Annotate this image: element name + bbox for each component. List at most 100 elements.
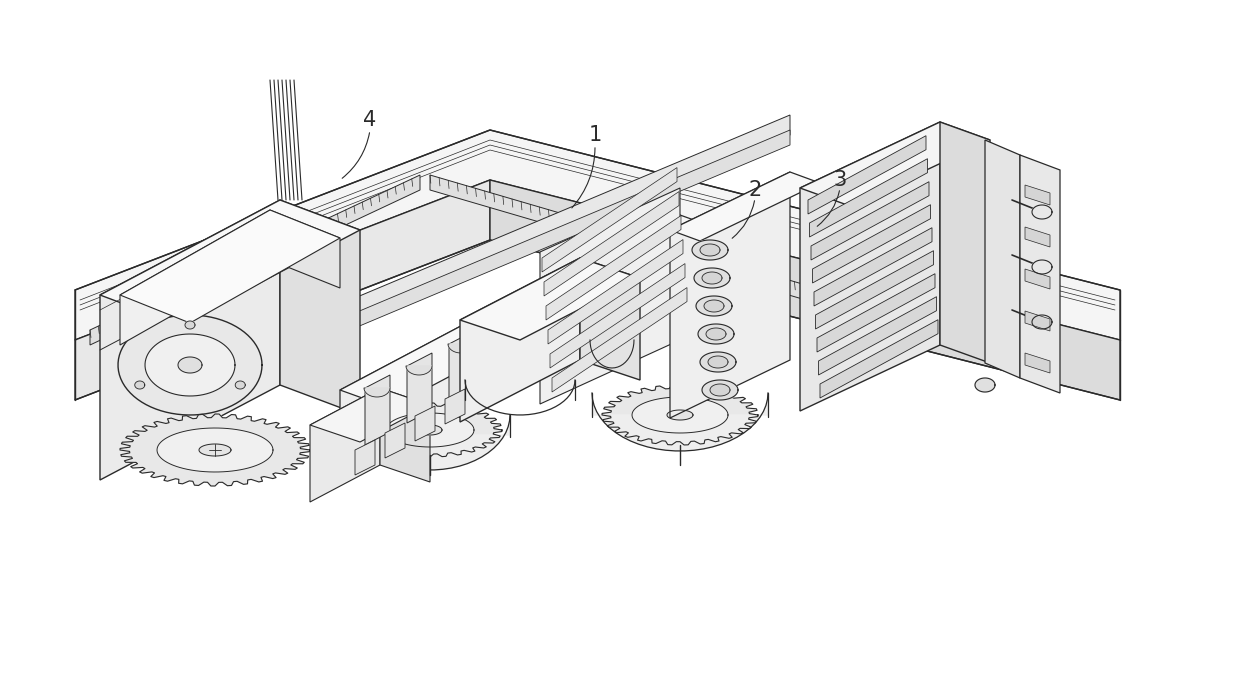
Polygon shape <box>418 425 441 435</box>
Polygon shape <box>1025 269 1050 289</box>
Polygon shape <box>670 172 820 241</box>
Polygon shape <box>510 215 730 318</box>
Polygon shape <box>100 200 360 325</box>
Polygon shape <box>340 300 560 408</box>
Polygon shape <box>340 300 510 475</box>
Polygon shape <box>544 191 680 296</box>
Polygon shape <box>580 258 640 380</box>
Text: 1: 1 <box>588 125 601 145</box>
Polygon shape <box>1032 205 1052 219</box>
Polygon shape <box>358 403 502 457</box>
Polygon shape <box>379 388 430 482</box>
Polygon shape <box>1025 227 1050 247</box>
Polygon shape <box>198 444 231 456</box>
Polygon shape <box>236 381 246 389</box>
Polygon shape <box>157 428 273 472</box>
Polygon shape <box>811 182 929 260</box>
Polygon shape <box>449 331 474 401</box>
Polygon shape <box>696 296 732 316</box>
Polygon shape <box>800 122 940 411</box>
Polygon shape <box>694 268 730 288</box>
Polygon shape <box>100 200 280 480</box>
Polygon shape <box>445 389 465 424</box>
Polygon shape <box>74 130 1120 340</box>
Polygon shape <box>704 300 724 312</box>
Polygon shape <box>1025 185 1050 205</box>
Polygon shape <box>551 264 684 368</box>
Polygon shape <box>817 274 935 352</box>
Text: 3: 3 <box>833 170 847 190</box>
Polygon shape <box>145 334 236 396</box>
Polygon shape <box>407 353 432 423</box>
Polygon shape <box>415 406 435 441</box>
Polygon shape <box>702 272 722 284</box>
Polygon shape <box>1025 353 1050 373</box>
Polygon shape <box>430 175 839 310</box>
Polygon shape <box>1025 311 1050 331</box>
Polygon shape <box>365 388 391 397</box>
Polygon shape <box>816 251 934 329</box>
Polygon shape <box>355 440 374 475</box>
Polygon shape <box>118 315 262 415</box>
Polygon shape <box>491 309 516 379</box>
Polygon shape <box>940 122 990 363</box>
Polygon shape <box>1032 315 1052 329</box>
Polygon shape <box>632 397 728 433</box>
Polygon shape <box>280 200 360 415</box>
Polygon shape <box>350 415 510 470</box>
Polygon shape <box>702 380 738 400</box>
Polygon shape <box>985 140 1021 378</box>
Polygon shape <box>74 180 490 400</box>
Polygon shape <box>350 130 790 330</box>
Polygon shape <box>591 393 768 451</box>
Polygon shape <box>818 297 936 375</box>
Polygon shape <box>670 172 790 418</box>
Polygon shape <box>310 388 379 502</box>
Polygon shape <box>810 159 928 237</box>
Polygon shape <box>539 188 680 404</box>
Polygon shape <box>1032 260 1052 274</box>
Polygon shape <box>135 381 145 389</box>
Polygon shape <box>120 414 310 486</box>
Polygon shape <box>460 258 580 422</box>
Polygon shape <box>975 378 994 392</box>
Polygon shape <box>405 366 432 375</box>
Polygon shape <box>548 240 683 344</box>
Polygon shape <box>546 216 681 320</box>
Polygon shape <box>552 287 687 392</box>
Polygon shape <box>386 413 474 447</box>
Polygon shape <box>120 210 270 345</box>
Polygon shape <box>490 180 1120 400</box>
Polygon shape <box>667 410 693 420</box>
Polygon shape <box>120 210 340 323</box>
Polygon shape <box>813 227 932 306</box>
Polygon shape <box>365 375 391 445</box>
Polygon shape <box>701 352 737 372</box>
Polygon shape <box>384 423 405 458</box>
Polygon shape <box>800 122 990 206</box>
Polygon shape <box>510 215 680 385</box>
Polygon shape <box>692 240 728 260</box>
Polygon shape <box>812 205 930 283</box>
Polygon shape <box>1021 155 1060 393</box>
Polygon shape <box>601 385 758 445</box>
Polygon shape <box>706 328 725 340</box>
Polygon shape <box>185 321 195 329</box>
Polygon shape <box>91 175 420 345</box>
Polygon shape <box>820 319 937 398</box>
Polygon shape <box>711 384 730 396</box>
Text: 4: 4 <box>363 110 377 130</box>
Polygon shape <box>270 210 340 288</box>
Polygon shape <box>310 388 430 442</box>
Polygon shape <box>542 168 677 272</box>
Polygon shape <box>490 322 516 331</box>
Polygon shape <box>698 324 734 344</box>
Polygon shape <box>460 258 640 340</box>
Polygon shape <box>708 356 728 368</box>
Polygon shape <box>808 136 926 214</box>
Polygon shape <box>179 357 202 373</box>
Polygon shape <box>350 115 790 320</box>
Text: 2: 2 <box>749 180 761 200</box>
Polygon shape <box>701 244 720 256</box>
Polygon shape <box>448 344 474 353</box>
